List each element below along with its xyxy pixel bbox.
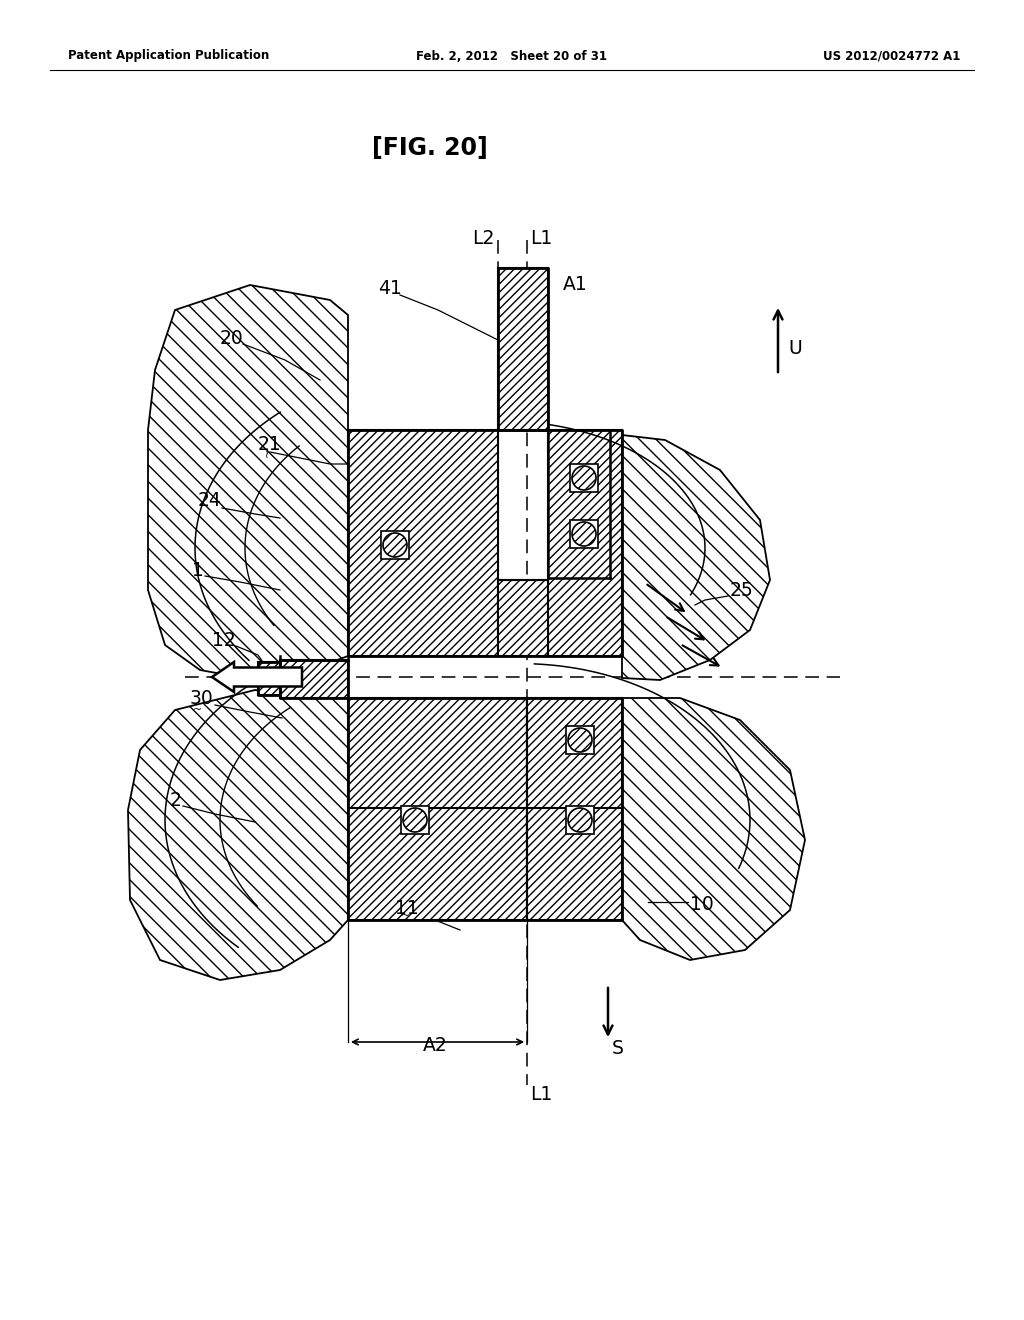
FancyArrow shape: [212, 663, 302, 692]
Circle shape: [572, 521, 596, 546]
Text: 2: 2: [170, 791, 182, 809]
Text: 20: 20: [220, 329, 244, 347]
Bar: [566, 807, 594, 834]
Text: A2: A2: [423, 1036, 447, 1055]
Text: US 2012/0024772 A1: US 2012/0024772 A1: [822, 49, 961, 62]
Bar: [258, 663, 280, 696]
Circle shape: [568, 808, 592, 832]
Text: 11: 11: [395, 899, 419, 917]
Bar: [566, 726, 594, 754]
Text: [FIG. 20]: [FIG. 20]: [372, 136, 487, 160]
Circle shape: [568, 729, 592, 752]
Bar: [498, 268, 548, 430]
Text: ~: ~: [400, 911, 410, 921]
Text: 12: 12: [212, 631, 236, 649]
Text: 21: 21: [258, 436, 282, 454]
Bar: [348, 698, 527, 920]
Bar: [548, 430, 622, 656]
Bar: [381, 531, 409, 558]
Polygon shape: [148, 285, 348, 680]
Bar: [498, 268, 548, 430]
Text: S: S: [612, 1039, 624, 1057]
Bar: [348, 430, 498, 656]
Text: A1: A1: [563, 276, 588, 294]
Polygon shape: [128, 690, 348, 979]
Text: 10: 10: [690, 895, 714, 915]
Bar: [498, 579, 548, 656]
Bar: [348, 430, 498, 656]
Polygon shape: [622, 698, 805, 960]
Bar: [258, 663, 280, 696]
Text: U: U: [788, 338, 802, 358]
Bar: [548, 430, 622, 656]
Text: Patent Application Publication: Patent Application Publication: [68, 49, 269, 62]
Polygon shape: [622, 436, 770, 680]
Text: L2: L2: [472, 228, 494, 248]
Bar: [527, 698, 622, 920]
Text: L1: L1: [530, 1085, 552, 1104]
Text: 25: 25: [730, 581, 754, 599]
Circle shape: [403, 808, 427, 832]
Bar: [348, 698, 527, 920]
Bar: [280, 660, 348, 698]
Circle shape: [572, 466, 596, 490]
Text: 41: 41: [378, 279, 401, 297]
Bar: [570, 465, 598, 492]
Bar: [527, 698, 622, 920]
Bar: [498, 579, 548, 656]
Bar: [280, 660, 348, 698]
Text: 24: 24: [198, 491, 222, 510]
Circle shape: [383, 533, 407, 557]
Text: 1: 1: [193, 561, 204, 579]
Text: ~: ~: [194, 705, 203, 715]
Text: 30: 30: [190, 689, 214, 708]
Text: Feb. 2, 2012   Sheet 20 of 31: Feb. 2, 2012 Sheet 20 of 31: [417, 49, 607, 62]
Bar: [401, 807, 429, 834]
Text: L1: L1: [530, 228, 552, 248]
Text: ~: ~: [263, 447, 273, 457]
Bar: [570, 520, 598, 548]
